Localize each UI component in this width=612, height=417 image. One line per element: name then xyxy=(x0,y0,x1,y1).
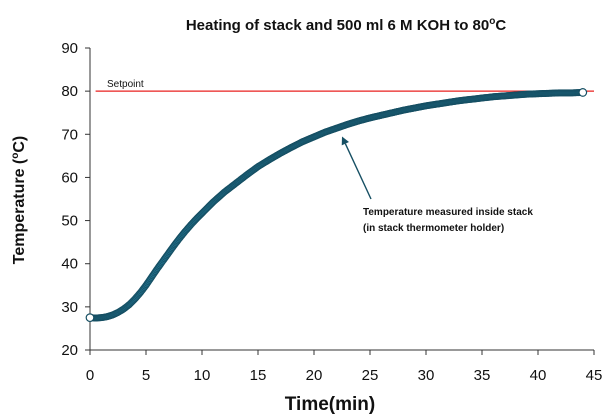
x-tick-label: 10 xyxy=(194,367,211,384)
y-tick-label: 70 xyxy=(61,126,78,143)
x-tick-label: 15 xyxy=(250,367,267,384)
y-tick-labels: 20 30 40 50 60 70 80 90 xyxy=(61,40,78,359)
annotation-arrowhead xyxy=(341,136,349,146)
series-end-point xyxy=(578,88,588,97)
x-tick-label: 35 xyxy=(474,367,491,384)
y-tick-label: 60 xyxy=(61,169,78,186)
axes xyxy=(85,47,595,355)
y-axis-label: Temperature (oC) xyxy=(10,136,28,265)
x-tick-label: 5 xyxy=(142,367,150,384)
annotation-arrow xyxy=(344,143,372,200)
series-start-point xyxy=(85,313,95,323)
x-tick-label: 25 xyxy=(362,367,379,384)
setpoint-label: Setpoint xyxy=(107,79,144,90)
annotation: Temperature measured inside stack (in st… xyxy=(341,136,533,234)
x-tick-label: 30 xyxy=(418,367,435,384)
x-axis-label: Time(min) xyxy=(285,394,375,415)
x-tick-label: 45 xyxy=(586,367,603,384)
chart-title: Heating of stack and 500 ml 6 M KOH to 8… xyxy=(186,16,507,34)
y-tick-label: 90 xyxy=(61,40,78,57)
y-tick-label: 20 xyxy=(61,342,78,359)
y-tick-label: 40 xyxy=(61,256,78,273)
y-tick-label: 80 xyxy=(61,83,78,100)
annotation-line-2: (in stack thermometer holder) xyxy=(363,223,504,234)
annotation-line-1: Temperature measured inside stack xyxy=(363,207,533,218)
x-tick-labels: 0 5 10 15 20 25 30 35 40 45 xyxy=(86,367,603,384)
x-tick-label: 40 xyxy=(530,367,547,384)
x-tick-label: 20 xyxy=(306,367,323,384)
data-points xyxy=(85,88,588,323)
y-tick-label: 30 xyxy=(61,299,78,316)
x-tick-label: 0 xyxy=(86,367,94,384)
y-tick-label: 50 xyxy=(61,213,78,230)
